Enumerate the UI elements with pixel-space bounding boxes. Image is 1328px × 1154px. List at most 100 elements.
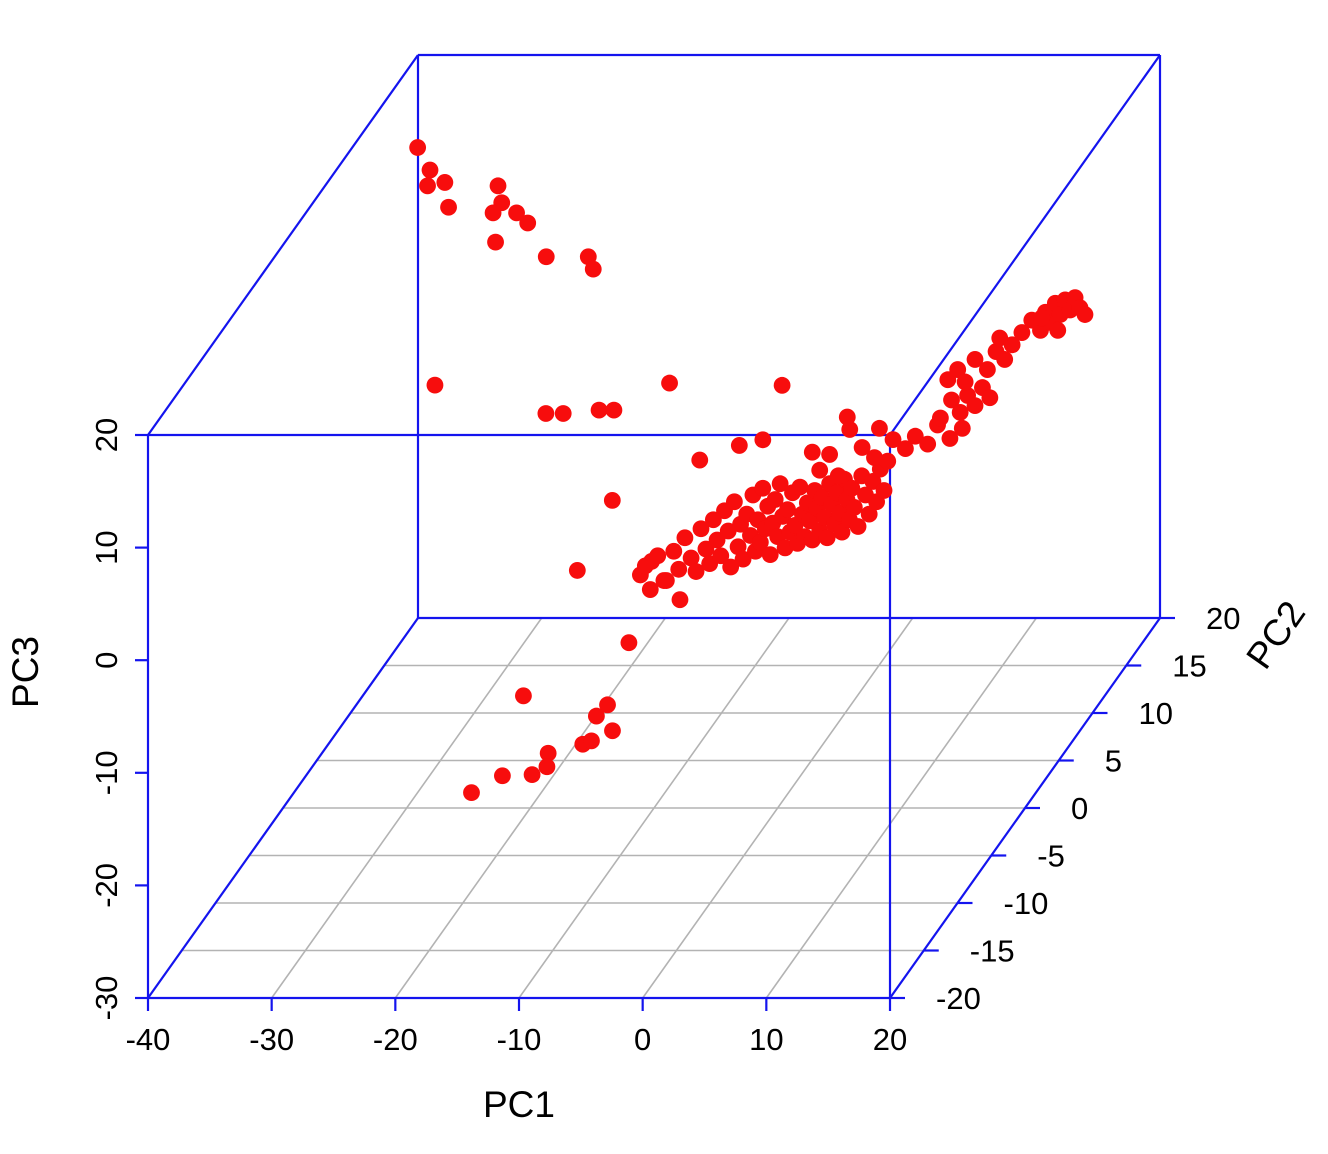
data-point bbox=[838, 408, 856, 426]
data-point bbox=[754, 431, 772, 449]
data-point bbox=[1049, 321, 1067, 339]
y-tick-label: 15 bbox=[1172, 649, 1206, 684]
y-tick-label: 10 bbox=[1139, 696, 1173, 731]
data-point bbox=[829, 467, 847, 485]
floor-grid bbox=[181, 617, 1127, 999]
data-point bbox=[773, 376, 791, 394]
data-point bbox=[860, 505, 878, 523]
data-point bbox=[949, 361, 967, 378]
data-point bbox=[966, 397, 984, 415]
z-tick-label: 10 bbox=[89, 530, 124, 564]
x-axis-title: PC1 bbox=[483, 1084, 555, 1125]
data-point bbox=[508, 204, 525, 222]
data-point bbox=[931, 409, 949, 427]
data-point bbox=[655, 572, 673, 589]
z-axis-title: PC3 bbox=[5, 636, 46, 708]
data-point bbox=[649, 547, 667, 565]
z-tick-label: 20 bbox=[89, 418, 124, 452]
data-point bbox=[568, 562, 586, 579]
data-point bbox=[956, 373, 974, 391]
data-point bbox=[833, 523, 851, 541]
data-point bbox=[981, 389, 999, 407]
data-point bbox=[866, 449, 883, 467]
data-point bbox=[463, 784, 480, 802]
data-point bbox=[879, 452, 897, 470]
data-point bbox=[719, 522, 737, 540]
z-tick-label: -10 bbox=[89, 750, 124, 795]
data-point bbox=[941, 430, 959, 447]
data-point bbox=[875, 482, 893, 499]
z-tick-label: -20 bbox=[89, 863, 124, 908]
data-point bbox=[676, 529, 694, 547]
data-point bbox=[751, 533, 769, 551]
x-tick-label: -10 bbox=[497, 1022, 542, 1057]
y-tick-label: 20 bbox=[1206, 601, 1240, 636]
data-point bbox=[494, 767, 511, 785]
y-tick-label: -5 bbox=[1037, 839, 1065, 874]
data-point bbox=[853, 439, 871, 456]
data-point bbox=[966, 351, 984, 368]
x-tick-label: 10 bbox=[749, 1022, 783, 1057]
data-point bbox=[692, 520, 710, 538]
data-point bbox=[811, 461, 829, 479]
data-point bbox=[605, 401, 623, 419]
data-point bbox=[515, 687, 532, 705]
data-point bbox=[843, 479, 861, 497]
data-point bbox=[849, 518, 867, 535]
y-tick-label: 5 bbox=[1105, 744, 1122, 779]
data-point bbox=[682, 549, 700, 567]
data-point bbox=[791, 478, 809, 496]
data-point bbox=[884, 431, 902, 448]
data-point bbox=[722, 558, 740, 576]
data-point bbox=[919, 435, 937, 453]
data-point bbox=[1003, 336, 1021, 354]
data-point bbox=[671, 591, 689, 609]
data-point bbox=[871, 419, 888, 437]
data-point bbox=[991, 329, 1009, 347]
y-tick-label: -10 bbox=[1004, 886, 1049, 921]
data-point bbox=[419, 177, 436, 195]
data-point bbox=[538, 758, 556, 776]
data-point bbox=[537, 248, 555, 266]
data-point bbox=[587, 707, 605, 725]
data-point bbox=[636, 557, 654, 575]
data-point bbox=[943, 391, 960, 409]
data-point bbox=[779, 501, 796, 519]
data-point bbox=[754, 479, 772, 497]
data-points bbox=[409, 139, 1094, 802]
data-point bbox=[687, 563, 705, 580]
axis-ticks bbox=[135, 433, 1176, 1011]
tick-labels: -40 -30 -20 -10 0 10 20-30-20-1001020-20-15-10… bbox=[89, 418, 1240, 1057]
data-point bbox=[519, 214, 537, 232]
data-point bbox=[771, 475, 789, 493]
data-point bbox=[426, 376, 444, 394]
z-tick-label: 0 bbox=[89, 652, 124, 669]
y-axis-title: PC2 bbox=[1238, 594, 1313, 676]
data-point bbox=[554, 405, 572, 422]
data-point bbox=[978, 361, 996, 378]
data-point bbox=[864, 473, 882, 490]
x-tick-label: 20 bbox=[873, 1022, 907, 1057]
data-point bbox=[818, 529, 836, 547]
data-point bbox=[953, 419, 971, 437]
data-point bbox=[484, 204, 502, 222]
box-frame bbox=[146, 53, 1162, 1000]
data-point bbox=[761, 546, 779, 564]
data-point bbox=[734, 550, 752, 568]
data-point bbox=[620, 634, 638, 652]
data-point bbox=[730, 437, 748, 454]
data-point bbox=[725, 493, 743, 511]
z-tick-label: -30 bbox=[89, 976, 124, 1021]
data-point bbox=[599, 696, 616, 714]
data-point bbox=[489, 177, 507, 195]
data-point bbox=[487, 233, 504, 251]
data-point bbox=[523, 766, 541, 784]
data-point bbox=[436, 174, 454, 191]
data-point bbox=[704, 511, 722, 529]
data-point bbox=[421, 161, 439, 179]
data-point bbox=[996, 351, 1014, 368]
data-point bbox=[539, 744, 557, 762]
data-point bbox=[766, 491, 784, 508]
x-tick-label: -30 bbox=[249, 1022, 294, 1057]
